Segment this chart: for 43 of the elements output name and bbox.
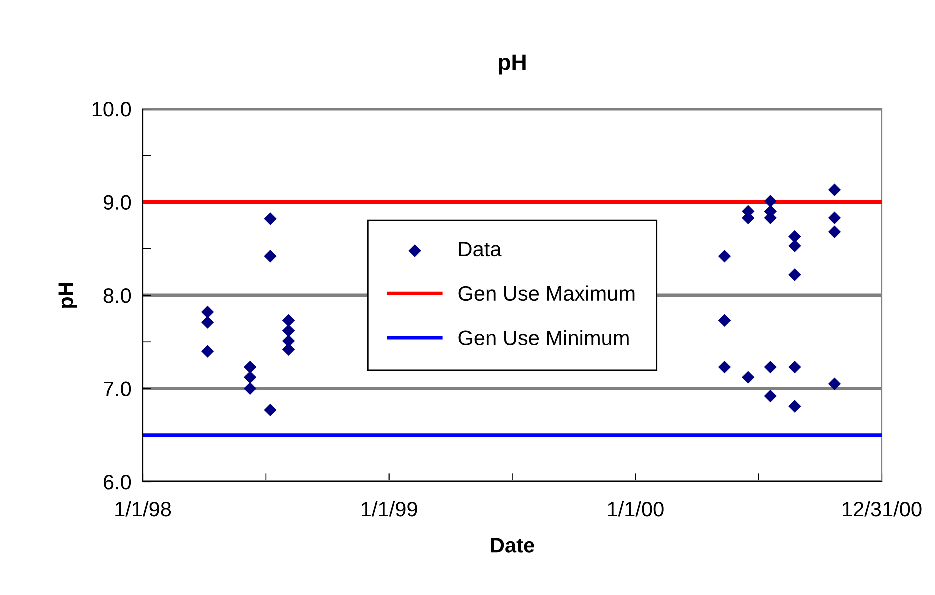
y-tick-label: 9.0 [104,195,132,210]
y-axis-title: pH [58,283,78,308]
point [282,343,296,356]
point [718,360,732,374]
chart-title: pH [499,54,526,75]
point [718,250,732,263]
x-tick-label: 12/31/00 [843,501,922,517]
point [764,390,778,403]
point [201,306,214,319]
point [201,316,214,329]
point [788,240,802,252]
legend-label: Gen Use Minimum [458,330,629,346]
point [828,226,842,238]
point [764,194,778,208]
x-tick-label: 1/1/00 [608,501,664,517]
x-tick-label: 1/1/99 [362,501,418,517]
point [244,382,257,396]
legend-label: Data [459,242,502,257]
point [282,314,296,328]
x-axis-title: Date [491,538,534,553]
point [764,360,778,374]
point [742,371,755,384]
point [264,404,277,417]
legend-label: Gen Use Maximum [458,286,635,302]
point [828,212,842,224]
point [244,371,257,384]
point [828,378,842,390]
point [282,324,296,338]
point [788,230,802,244]
y-tick-label: 7.0 [104,382,132,397]
point [718,314,732,328]
y-tick-label: 8.0 [104,288,132,304]
y-tick-label: 6.0 [104,475,132,490]
point [201,345,214,358]
point [788,360,802,374]
point [264,250,277,263]
point [828,184,842,196]
point [244,360,257,374]
point [264,212,277,226]
y-tick-label: 10.0 [92,102,132,117]
point [788,400,802,413]
x-tick-label: 1/1/98 [116,501,172,517]
point [788,268,802,282]
